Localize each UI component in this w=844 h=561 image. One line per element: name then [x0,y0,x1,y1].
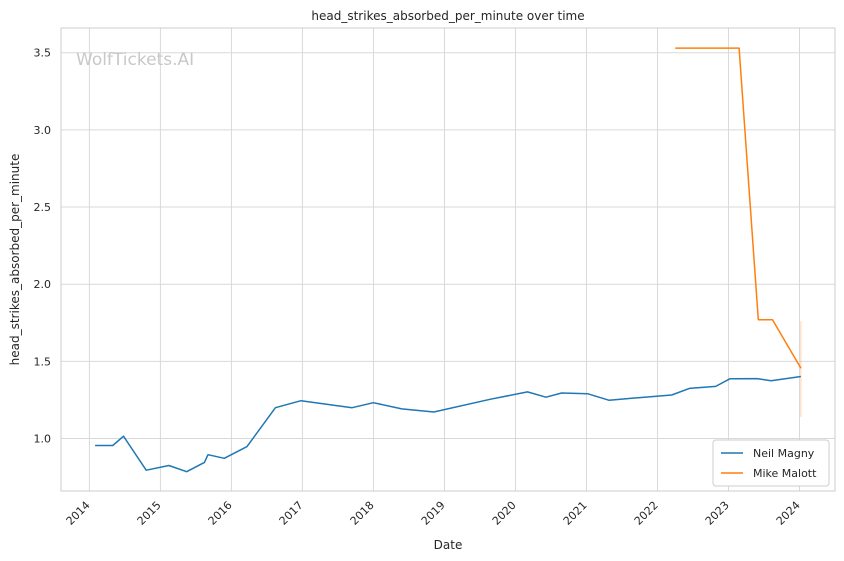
x-tick-label: 2015 [135,499,164,528]
watermark: WolfTickets.AI [76,50,194,70]
series-line-mike-malott [675,47,802,369]
x-tick-label: 2014 [64,499,93,528]
x-tick-label: 2023 [703,499,732,528]
legend-label: Neil Magny [753,447,815,460]
y-tick-label: 2.0 [34,278,52,291]
y-tick-label: 3.5 [34,47,52,60]
plot-background [61,28,835,491]
x-axis-label: Date [434,538,463,552]
x-tick-label: 2022 [632,499,661,528]
x-tick-label: 2024 [774,499,803,528]
plot-frame [60,27,836,492]
series-layer [95,47,802,473]
x-tick-label: 2021 [561,499,590,528]
chart-title: head_strikes_absorbed_per_minute over ti… [311,9,584,23]
x-tick-label: 2018 [348,499,377,528]
grid-layer [61,28,835,491]
y-tick-label: 1.5 [34,355,52,368]
x-tick-label: 2019 [419,499,448,528]
legend: Neil Magny Mike Malott [712,439,830,487]
y-tick-label: 1.0 [34,433,52,446]
legend-box [712,439,830,487]
series-line-neil-magny [95,375,802,473]
x-tick-label: 2016 [206,499,235,528]
legend-label: Mike Malott [753,467,817,480]
y-axis-label: head_strikes_absorbed_per_minute [8,154,22,366]
x-tick-label: 2020 [490,499,519,528]
y-tick-label: 3.0 [34,124,52,137]
y-tick-label: 2.5 [34,201,52,214]
x-tick-label: 2017 [277,499,306,528]
